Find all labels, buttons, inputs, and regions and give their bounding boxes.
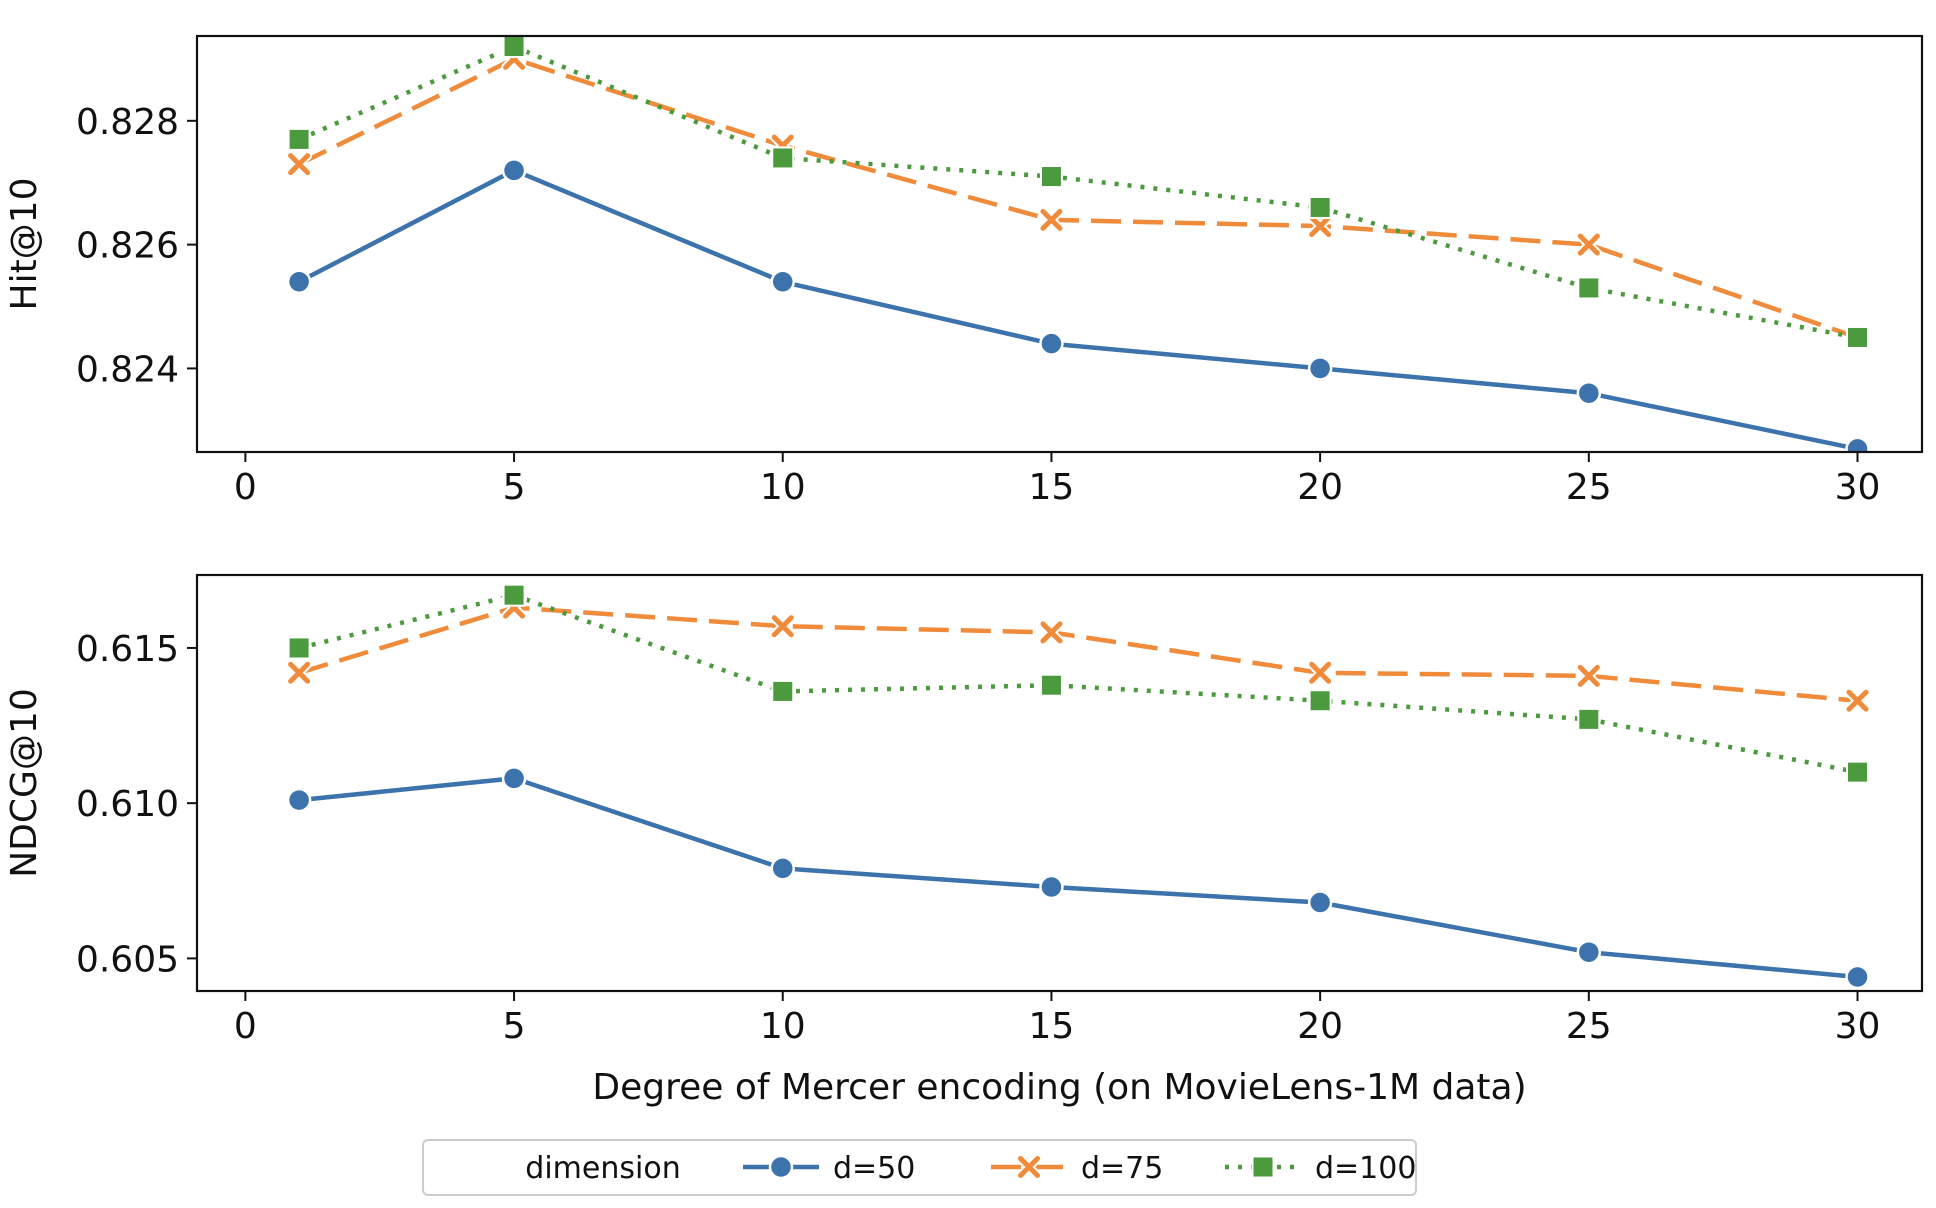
data-point-d100-x30 — [1846, 325, 1870, 349]
legend-item-d100: d=100 — [1225, 1151, 1416, 1186]
data-point-d100-x20 — [1308, 195, 1332, 219]
legend-marker — [1016, 1154, 1042, 1180]
y-axis-label: NDCG@10 — [4, 688, 45, 878]
plot-area — [286, 583, 1871, 990]
data-point-d50-x25 — [1576, 380, 1602, 406]
data-point-d100-x25 — [1577, 707, 1601, 731]
data-point-d50-x5 — [501, 766, 527, 791]
chart-panel-1: 0 5 10 15 20 25 30 0.824 0.826 0.828 Hit@10 — [4, 34, 1924, 508]
data-point-d50-x20 — [1307, 356, 1333, 381]
x-tick-label: 25 — [1566, 1006, 1612, 1047]
data-point-d75-x1 — [286, 151, 313, 178]
x-tick-label: 20 — [1297, 1006, 1343, 1047]
data-point-d75-x10 — [769, 613, 796, 640]
data-point-d50-x20 — [1307, 890, 1333, 915]
data-point-d75-x20 — [1307, 659, 1334, 686]
data-point-d100-x1 — [287, 127, 311, 151]
chart-panel-2: 0 5 10 15 20 25 30 0.605 0.610 0.615 NDCG@10 Degree… — [4, 573, 1924, 1108]
x-tick-label: 15 — [1029, 1006, 1075, 1047]
data-point-d100-x15 — [1039, 673, 1063, 697]
series-line-d75 — [298, 605, 1858, 703]
data-point-d50-x10 — [770, 856, 795, 881]
data-point-d50-x15 — [1039, 331, 1064, 356]
data-point-d100-x1 — [287, 636, 311, 660]
series-line-d100 — [298, 592, 1858, 775]
axes-frame — [195, 573, 1924, 993]
data-point-d75-x1 — [286, 659, 313, 686]
x-tick-label: 30 — [1835, 1006, 1881, 1047]
data-point-d50-x25 — [1576, 939, 1602, 965]
data-point-d100-x30 — [1846, 760, 1870, 784]
data-point-d50-x15 — [1039, 874, 1064, 900]
x-tick-label: 5 — [503, 1006, 526, 1047]
data-point-d100-x25 — [1577, 276, 1601, 300]
y-tick-label: 0.826 — [76, 226, 179, 267]
data-point-d75-x30 — [1844, 687, 1871, 714]
legend-marker — [768, 1154, 794, 1180]
x-tick-label: 15 — [1029, 467, 1075, 508]
data-point-d100-x20 — [1308, 689, 1332, 713]
data-point-d100-x5 — [502, 583, 526, 607]
plot-area — [286, 36, 1871, 452]
data-point-d50-x10 — [770, 269, 795, 295]
x-tick-label: 0 — [234, 467, 257, 508]
data-point-d100-x15 — [1039, 165, 1063, 189]
y-tick-label: 0.610 — [76, 784, 179, 825]
data-point-d50-x5 — [501, 158, 527, 183]
x-tick-label: 5 — [503, 467, 526, 508]
legend-label: d=100 — [1315, 1151, 1416, 1186]
y-tick-label: 0.828 — [76, 102, 179, 143]
data-point-d75-x15 — [1038, 619, 1065, 646]
data-point-d100-x10 — [771, 679, 795, 703]
data-point-d50-x1 — [286, 787, 312, 813]
legend-item-d75: d=75 — [991, 1151, 1163, 1186]
legend: dimension d=50 d=75 d=100 — [422, 1139, 1417, 1196]
data-point-d100-x5 — [502, 36, 526, 59]
data-point-d75-x20 — [1307, 213, 1334, 240]
y-tick-label: 0.615 — [76, 629, 179, 670]
x-tick-label: 20 — [1297, 467, 1343, 508]
legend-marker — [1251, 1155, 1275, 1179]
x-tick-label: 10 — [760, 467, 806, 508]
data-point-d50-x30 — [1845, 964, 1870, 990]
data-point-d50-x1 — [286, 269, 312, 295]
legend-label: d=75 — [1081, 1151, 1163, 1186]
legend-box — [422, 1139, 1417, 1196]
y-axis-label: Hit@10 — [4, 178, 45, 311]
axes-frame — [195, 34, 1924, 454]
legend-item-d50: d=50 — [743, 1151, 915, 1186]
data-point-d75-x15 — [1038, 206, 1065, 233]
legend-label: d=50 — [833, 1151, 915, 1186]
x-tick-label: 25 — [1566, 467, 1612, 508]
series-line-d100 — [298, 44, 1858, 340]
data-point-d100-x10 — [771, 146, 795, 170]
y-tick-label: 0.824 — [76, 349, 179, 390]
series-line-d50 — [298, 776, 1858, 980]
x-tick-label: 30 — [1835, 467, 1881, 508]
x-tick-label: 10 — [760, 1006, 806, 1047]
x-axis-label: Degree of Mercer encoding (on MovieLens-… — [592, 1067, 1526, 1108]
data-point-d75-x25 — [1575, 662, 1602, 689]
data-point-d50-x30 — [1845, 436, 1870, 452]
y-tick-label: 0.605 — [76, 939, 179, 980]
series-line-d50 — [298, 168, 1858, 452]
legend-title: dimension — [525, 1151, 680, 1186]
data-point-d75-x25 — [1575, 231, 1602, 258]
x-tick-label: 0 — [234, 1006, 257, 1047]
